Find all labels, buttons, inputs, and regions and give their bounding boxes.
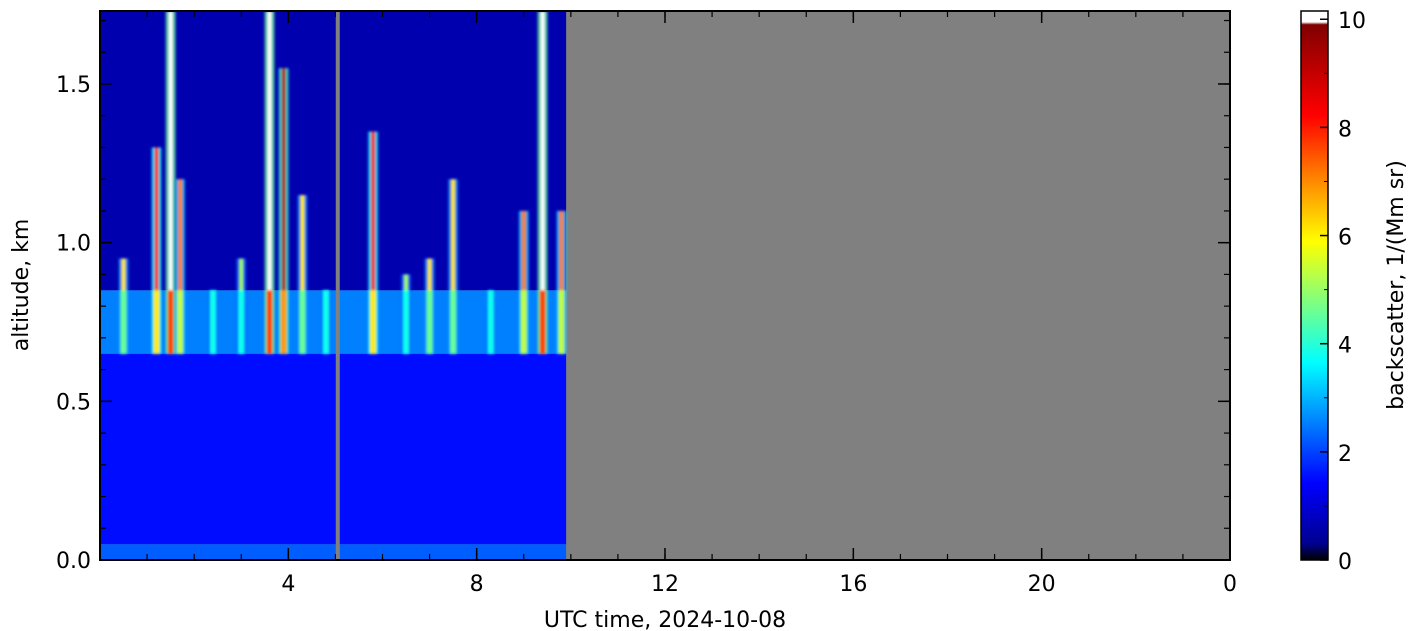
plume <box>118 258 129 354</box>
plume-base <box>153 290 160 354</box>
plume-core <box>451 179 456 354</box>
x-tick-label: 4 <box>281 572 295 597</box>
colorbar-tick-label: 6 <box>1338 226 1352 251</box>
x-tick-label: 0 <box>1223 572 1237 597</box>
plume-base <box>520 290 527 354</box>
plume <box>208 290 218 354</box>
y-axis-ticks: 0.0 0.5 1.0 1.5 <box>56 19 1230 574</box>
colorbar-tick-label: 2 <box>1338 442 1352 467</box>
colorbar-ticks: 0 2 4 6 8 10 <box>1320 9 1366 575</box>
plume-core <box>281 68 286 354</box>
plume-core <box>540 11 545 354</box>
altitude-layer <box>100 544 567 560</box>
plume-base <box>210 290 216 354</box>
plume <box>401 274 412 354</box>
x-tick-label: 12 <box>651 572 679 597</box>
y-tick-label: 1.5 <box>56 73 91 98</box>
plume <box>537 11 548 354</box>
plot-area: 4 8 12 16 20 0 0.0 0.5 1.0 1.5 <box>56 10 1237 597</box>
plume <box>278 68 289 354</box>
plume-base <box>323 290 329 354</box>
plume <box>518 210 529 354</box>
plume-core <box>521 210 526 354</box>
plume-base <box>487 290 494 354</box>
colorbar-gradient <box>1300 10 1329 561</box>
plume-base <box>167 290 174 354</box>
x-axis-ticks: 4 8 12 16 20 0 <box>146 11 1237 597</box>
y-tick-label: 0.5 <box>56 390 91 415</box>
plume <box>165 11 176 354</box>
plume-base <box>403 290 410 354</box>
plume <box>424 258 435 354</box>
colorbar-tick-label: 4 <box>1338 334 1352 359</box>
plume-core <box>300 195 305 354</box>
data-gap <box>335 11 340 560</box>
plume-base <box>177 290 184 354</box>
colorbar-label: backscatter, 1/(Mm sr) <box>1384 160 1409 410</box>
plume <box>368 131 379 354</box>
plume <box>448 179 459 354</box>
y-axis-label: altitude, km <box>9 219 34 352</box>
plume <box>297 195 308 354</box>
plume <box>485 290 496 354</box>
plume-base <box>299 290 306 354</box>
plume <box>264 11 275 354</box>
colorbar-tick-label: 10 <box>1338 9 1366 34</box>
altitude-layer <box>100 353 567 545</box>
y-tick-label: 0.0 <box>56 549 91 574</box>
plume-core <box>168 11 173 354</box>
heatmap <box>100 11 1230 560</box>
plume <box>236 258 247 354</box>
x-tick-label: 16 <box>839 572 867 597</box>
plume-core <box>267 11 272 354</box>
x-axis-label: UTC time, 2024-10-08 <box>544 608 786 631</box>
colorbar: 0 2 4 6 8 10 backscatter, 1/(Mm sr) <box>1300 9 1409 575</box>
plume-core <box>154 147 159 354</box>
plume-base <box>238 290 245 354</box>
plume-base <box>539 290 546 354</box>
plume-core <box>371 131 376 354</box>
plume-base <box>450 290 457 354</box>
y-tick-label: 1.0 <box>56 232 91 257</box>
plume-base <box>426 290 433 354</box>
plume-core <box>559 210 564 354</box>
colorbar-tick-label: 8 <box>1338 117 1352 142</box>
colorbar-tick-label: 0 <box>1338 550 1352 575</box>
plume <box>556 210 567 354</box>
x-tick-label: 20 <box>1028 572 1056 597</box>
x-tick-label: 8 <box>470 572 484 597</box>
plume <box>321 290 331 354</box>
plume-base <box>266 290 273 354</box>
plume <box>151 147 162 354</box>
plume-base <box>120 290 127 354</box>
plume <box>175 179 186 354</box>
plume-base <box>558 290 565 354</box>
plume-base <box>280 290 287 354</box>
plume-base <box>370 290 377 354</box>
plume-core <box>178 179 183 354</box>
